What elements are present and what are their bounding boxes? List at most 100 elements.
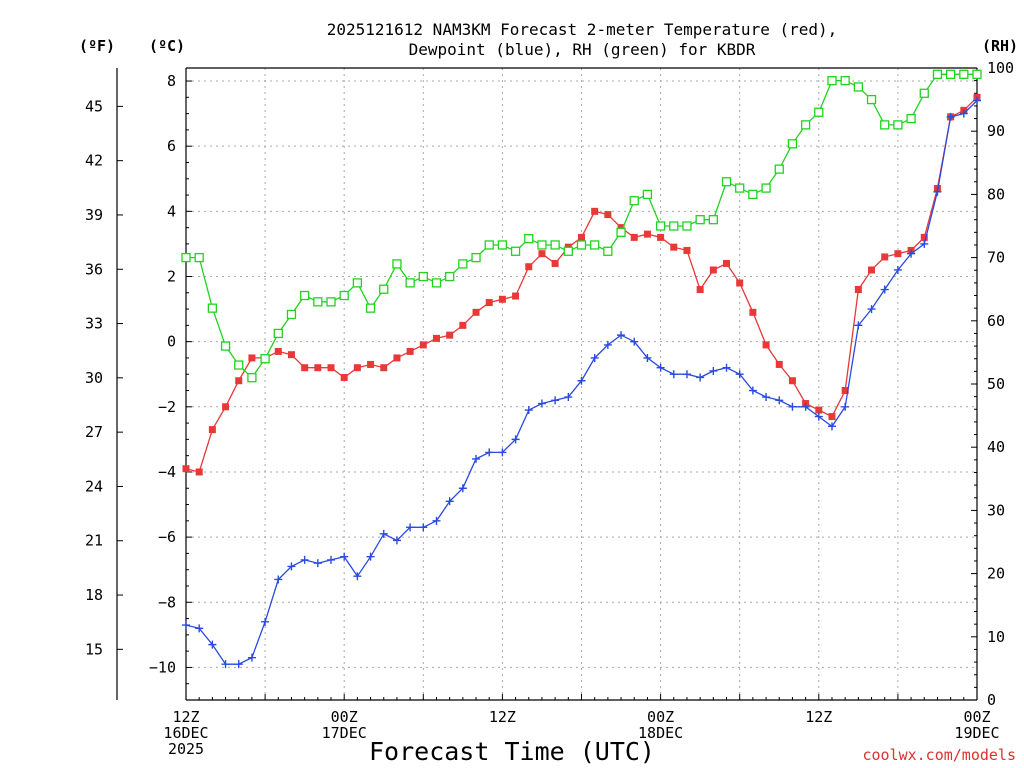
dewpoint-point: [458, 484, 467, 493]
dewpoint-point: [551, 396, 560, 405]
rh-point: [576, 240, 587, 250]
dewpoint-point: [973, 96, 981, 105]
time-tick-label: 00Z: [331, 708, 358, 726]
temperature-point: [512, 292, 520, 300]
temperature-point: [709, 266, 717, 274]
temperature-point: [222, 403, 230, 411]
fahrenheit-tick-label: 33: [85, 315, 103, 333]
rh-point: [273, 328, 283, 339]
temperature-point: [868, 266, 876, 274]
dewpoint-point: [590, 353, 599, 362]
dewpoint-point: [617, 331, 626, 340]
rh-point: [418, 271, 428, 282]
temperature-point: [736, 279, 744, 287]
dewpoint-point: [379, 529, 388, 538]
rh-point: [379, 284, 389, 294]
temperature-point: [406, 347, 414, 355]
dewpoint-point: [748, 386, 757, 395]
time-tick-label: 19DEC: [954, 724, 999, 742]
temperature-point: [380, 364, 388, 372]
rh-tick-label: 0: [987, 691, 996, 709]
rh-point: [458, 259, 468, 269]
rh-point: [959, 69, 969, 79]
dewpoint-point: [946, 112, 955, 121]
dewpoint-point: [234, 660, 243, 669]
rh-point: [972, 69, 982, 79]
time-tick-label: 12Z: [805, 708, 832, 726]
fahrenheit-tick-label: 24: [85, 477, 103, 495]
temperature-point: [788, 377, 796, 385]
temperature-point: [749, 308, 757, 316]
rh-point: [603, 246, 613, 256]
dewpoint-point: [735, 370, 744, 379]
temperature-point: [604, 211, 612, 219]
rh-tick-label: 80: [987, 185, 1005, 203]
rh-point: [748, 189, 758, 200]
rh-point: [642, 189, 653, 200]
temperature-point: [762, 341, 770, 349]
rh-point: [299, 290, 310, 301]
series-layer: [181, 69, 982, 669]
rh-point: [445, 271, 455, 282]
time-tick-label: 18DEC: [638, 724, 683, 742]
temperature-point: [327, 364, 335, 372]
axes: [116, 67, 978, 701]
dewpoint-point: [603, 340, 612, 349]
temperature-point: [815, 406, 823, 414]
dewpoint-point: [854, 321, 863, 330]
dewpoint-point: [537, 399, 546, 408]
dewpoint-point: [827, 422, 836, 431]
dewpoint-point: [722, 363, 731, 372]
temperature-point: [775, 360, 783, 368]
title-line-2: Dewpoint (blue), RH (green) for KBDR: [409, 40, 756, 59]
dewpoint-point: [696, 373, 705, 382]
temperature-point: [459, 321, 467, 329]
temperature-point: [287, 351, 295, 359]
rh-point: [655, 221, 666, 231]
dewpoint-point: [867, 305, 876, 314]
fahrenheit-tick-label: 45: [85, 97, 103, 115]
time-tick-label: 12Z: [172, 708, 199, 726]
rh-point: [945, 69, 956, 79]
dewpoint-point: [419, 523, 428, 532]
rh-point: [774, 164, 784, 174]
temperature-point: [301, 364, 309, 372]
celsius-tick-label: −2: [158, 398, 176, 416]
rh-point: [840, 75, 850, 86]
dewpoint-point: [472, 454, 481, 463]
temperature-point: [314, 364, 322, 372]
dewpoint-point: [392, 536, 401, 545]
rh-point: [695, 215, 705, 225]
temperature-point: [841, 387, 849, 395]
temperature-point: [683, 246, 691, 254]
dewpoint-point: [933, 187, 942, 196]
dewpoint-point: [182, 621, 190, 630]
temperature-point: [894, 250, 902, 258]
temperature-point: [538, 250, 546, 258]
celsius-tick-label: −4: [158, 463, 176, 481]
rh-point: [247, 373, 257, 383]
dewpoint-point: [801, 402, 810, 411]
rh-point: [708, 215, 718, 225]
temperature-point: [235, 377, 243, 385]
dewpoint-point: [669, 370, 678, 379]
temperature-point: [446, 331, 454, 339]
time-tick-label: 17DEC: [322, 724, 367, 742]
temperature-point: [485, 299, 493, 307]
dewpoint-point: [643, 353, 652, 362]
rh-point: [669, 221, 679, 231]
dewpoint-point: [880, 285, 889, 294]
rh-point: [721, 177, 732, 187]
fahrenheit-unit-label: (ºF): [79, 37, 115, 55]
rh-point: [326, 297, 336, 307]
chart-title: 2025121612 NAM3KM Forecast 2-meter Tempe…: [327, 20, 838, 59]
rh-point: [497, 240, 508, 250]
temperature-point: [248, 354, 256, 362]
temperature-point: [881, 253, 889, 261]
fahrenheit-tick-label: 15: [85, 640, 103, 658]
temperature-point: [367, 360, 375, 368]
rh-tick-label: 100: [987, 59, 1014, 77]
dewpoint-point: [327, 555, 336, 564]
temperature-point: [670, 243, 678, 251]
rh-point: [339, 290, 349, 301]
